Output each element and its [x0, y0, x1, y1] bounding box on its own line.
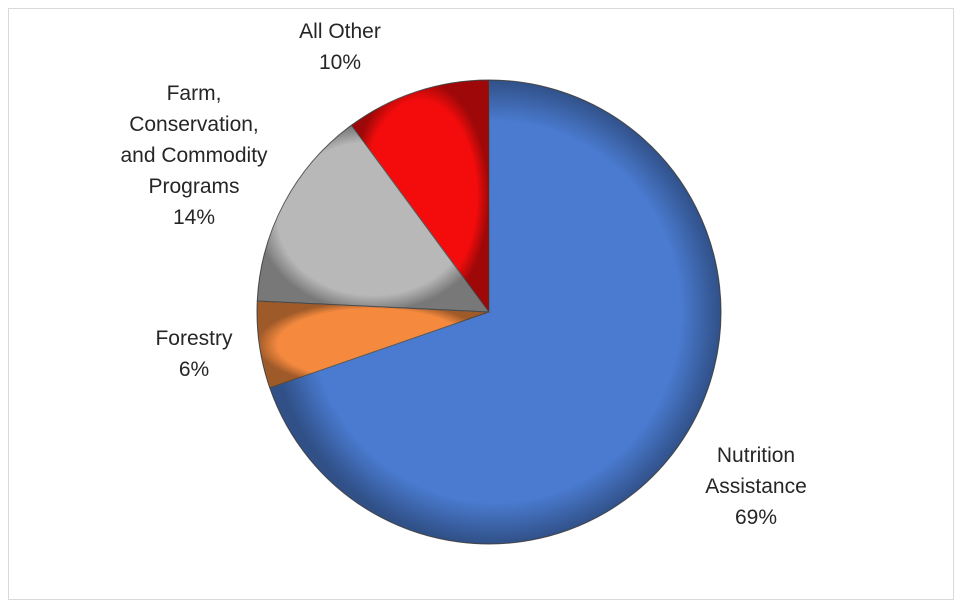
slice-label-line: Assistance — [705, 475, 807, 498]
slice-label-line: and Commodity — [120, 144, 268, 167]
slice-label-nutrition-assistance: Nutrition Assistance 69% — [705, 444, 807, 529]
slice-percent: 14% — [173, 206, 215, 229]
slice-label-line: Farm, — [167, 82, 222, 105]
pie-slice-shading-forestry — [257, 300, 489, 388]
slice-percent: 69% — [735, 506, 777, 529]
pie-slices — [256, 79, 722, 545]
slice-label-line: All Other — [299, 20, 381, 43]
slice-label-line: Programs — [148, 175, 239, 198]
slice-label-forestry: Forestry 6% — [155, 327, 233, 381]
slice-label-line: Forestry — [155, 327, 233, 350]
slice-percent: 6% — [179, 358, 209, 381]
slice-percent: 10% — [319, 51, 361, 74]
pie-slice-shading-nutrition-assistance — [269, 80, 721, 544]
pie-slice-shading-all-other — [351, 80, 489, 312]
slice-label-farm-conservation-commodity: Farm, Conservation, and Commodity Programs 1… — [120, 82, 268, 229]
slice-label-line: Nutrition — [717, 444, 795, 467]
slice-label-all-other: All Other 10% — [299, 20, 381, 74]
pie-slice-shading-farm-conservation-commodity — [257, 125, 489, 312]
slice-label-line: Conservation, — [129, 113, 259, 136]
slice-labels: Nutrition Assistance 69% Forestry 6% Farm, Con… — [120, 20, 806, 529]
